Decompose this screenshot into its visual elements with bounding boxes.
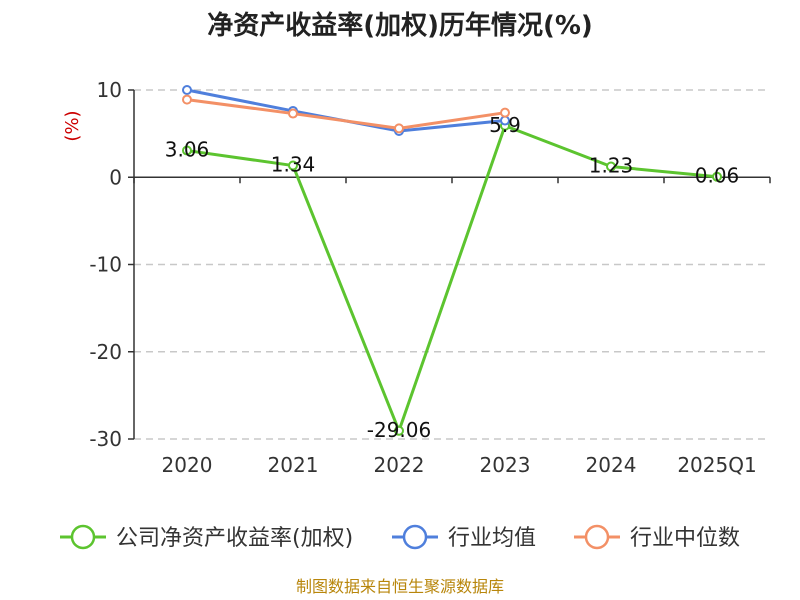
- axes: [128, 89, 771, 440]
- legend-item: 行业均值: [392, 524, 536, 551]
- data-point: [394, 123, 404, 134]
- legend-marker: [70, 524, 96, 550]
- source-note: 制图数据来自恒生聚源数据库: [296, 577, 504, 596]
- x-tick-label: 2020: [162, 453, 213, 477]
- legend-label: 行业均值: [448, 526, 536, 551]
- data-point: [288, 160, 298, 171]
- data-point: [182, 94, 192, 105]
- x-tick-label: 2024: [586, 453, 637, 477]
- x-tick-label: 2022: [374, 453, 425, 477]
- y-tick-label: 10: [97, 78, 122, 102]
- data-point: [182, 85, 192, 95]
- legend-item: 行业中位数: [574, 524, 740, 551]
- legend-label: 公司净资产收益率(加权): [116, 526, 353, 551]
- series-line: [186, 124, 718, 433]
- x-tick-labels: 2020 2021 2022 2023 2024 2025Q1: [162, 453, 757, 477]
- y-tick-labels: 10 0 -10 -20 -30: [89, 78, 122, 451]
- series-line: [186, 88, 506, 133]
- legend-marker: [584, 524, 610, 550]
- x-tick-label: 2021: [268, 453, 319, 477]
- legend-marker: [402, 524, 428, 550]
- gridlines: [134, 89, 770, 440]
- data-label: 5.9: [489, 113, 521, 137]
- y-tick-label: 0: [109, 165, 122, 189]
- y-tick-label: -10: [89, 253, 122, 277]
- x-tick-label: 2025Q1: [677, 453, 756, 477]
- y-tick-label: -20: [89, 340, 122, 364]
- data-point: [288, 108, 298, 119]
- legend-label: 行业中位数: [630, 526, 740, 551]
- x-tick-label: 2023: [480, 453, 531, 477]
- y-axis-label: (%): [62, 110, 83, 141]
- series-layer: [182, 85, 722, 436]
- data-point: [712, 171, 722, 182]
- data-label: -29.06: [367, 418, 431, 442]
- chart-title: 净资产收益率(加权)历年情况(%): [207, 10, 593, 41]
- data-label: 0.06: [695, 164, 740, 188]
- data-labels: 3.06 1.34 -29.06 5.9 1.23 0.06: [165, 113, 740, 442]
- y-tick-label: -30: [89, 427, 122, 451]
- data-label: 1.23: [589, 154, 634, 178]
- data-point: [606, 161, 616, 172]
- legend: 公司净资产收益率(加权) 行业均值 行业中位数: [60, 524, 740, 551]
- series-line: [186, 98, 506, 130]
- data-point: [394, 425, 404, 436]
- data-point: [500, 107, 510, 118]
- legend-item: 公司净资产收益率(加权): [60, 524, 353, 551]
- data-label: 3.06: [165, 138, 210, 162]
- data-label: 1.34: [271, 153, 316, 177]
- data-point: [182, 145, 192, 156]
